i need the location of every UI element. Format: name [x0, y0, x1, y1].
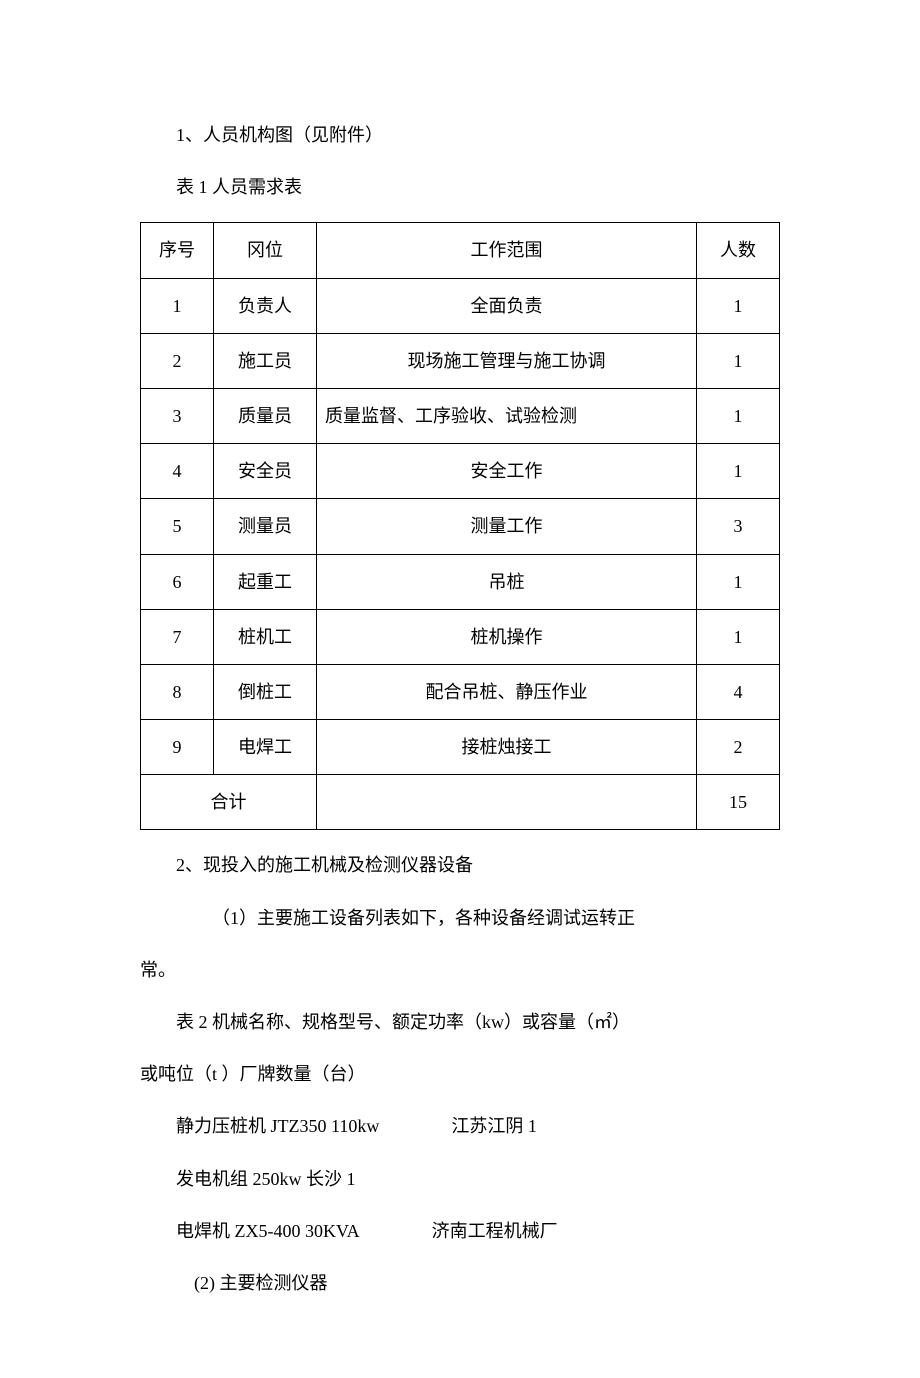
- cell-scope: 桩机操作: [317, 609, 697, 664]
- col-pos-header: 冈位: [214, 223, 317, 278]
- cell-seq: 2: [141, 333, 214, 388]
- cell-seq: 9: [141, 720, 214, 775]
- cell-count: 4: [697, 664, 780, 719]
- table-row: 4 安全员 安全工作 1: [141, 444, 780, 499]
- table-total-row: 合计 15: [141, 775, 780, 830]
- equipment-line: 静力压桩机 JTZ350 110kw 江苏江阴 1: [140, 1109, 780, 1143]
- cell-seq: 4: [141, 444, 214, 499]
- document-page: 1、人员机构图（见附件） 表 1 人员需求表 序号 冈位 工作范围 人数 1 负…: [0, 0, 920, 1378]
- cell-scope: 安全工作: [317, 444, 697, 499]
- table-row: 2 施工员 现场施工管理与施工协调 1: [141, 333, 780, 388]
- cell-pos: 桩机工: [214, 609, 317, 664]
- cell-count: 2: [697, 720, 780, 775]
- table2-caption-a: 表 2 机械名称、规格型号、额定功率（kw）或容量（㎡）: [140, 1005, 780, 1039]
- table-header-row: 序号 冈位 工作范围 人数: [141, 223, 780, 278]
- cell-count: 1: [697, 444, 780, 499]
- cell-pos: 起重工: [214, 554, 317, 609]
- col-seq-header: 序号: [141, 223, 214, 278]
- cell-scope: 吊桩: [317, 554, 697, 609]
- cell-count: 1: [697, 333, 780, 388]
- cell-count: 3: [697, 499, 780, 554]
- cell-seq: 5: [141, 499, 214, 554]
- total-value: 15: [697, 775, 780, 830]
- cell-pos: 电焊工: [214, 720, 317, 775]
- table-row: 9 电焊工 接桩烛接工 2: [141, 720, 780, 775]
- cell-seq: 7: [141, 609, 214, 664]
- table-row: 3 质量员 质量监督、工序验收、试验检测 1: [141, 388, 780, 443]
- cell-scope: 接桩烛接工: [317, 720, 697, 775]
- cell-pos: 施工员: [214, 333, 317, 388]
- cell-scope: 测量工作: [317, 499, 697, 554]
- table2-caption-b: 或吨位（t ）厂牌数量（台）: [140, 1057, 780, 1091]
- section2-sub2: (2) 主要检测仪器: [140, 1266, 780, 1300]
- total-empty: [317, 775, 697, 830]
- section2-sub1: （1）主要施工设备列表如下，各种设备经调试运转正: [140, 901, 780, 935]
- equipment-line: 发电机组 250kw 长沙 1: [140, 1162, 780, 1196]
- cell-seq: 1: [141, 278, 214, 333]
- cell-pos: 倒桩工: [214, 664, 317, 719]
- cell-pos: 负责人: [214, 278, 317, 333]
- total-label: 合计: [141, 775, 317, 830]
- section2-sub1-cont: 常。: [140, 953, 780, 987]
- col-count-header: 人数: [697, 223, 780, 278]
- cell-scope: 配合吊桩、静压作业: [317, 664, 697, 719]
- cell-pos: 测量员: [214, 499, 317, 554]
- cell-count: 1: [697, 554, 780, 609]
- cell-pos: 安全员: [214, 444, 317, 499]
- section1-heading: 1、人员机构图（见附件）: [140, 118, 780, 152]
- cell-scope: 质量监督、工序验收、试验检测: [317, 388, 697, 443]
- cell-count: 1: [697, 388, 780, 443]
- cell-seq: 8: [141, 664, 214, 719]
- cell-pos: 质量员: [214, 388, 317, 443]
- cell-scope: 现场施工管理与施工协调: [317, 333, 697, 388]
- cell-count: 1: [697, 609, 780, 664]
- cell-scope: 全面负责: [317, 278, 697, 333]
- personnel-table: 序号 冈位 工作范围 人数 1 负责人 全面负责 1 2 施工员 现场施工管理与…: [140, 222, 780, 830]
- cell-seq: 3: [141, 388, 214, 443]
- equipment-line: 电焊机 ZX5-400 30KVA 济南工程机械厂: [140, 1214, 780, 1248]
- table-row: 7 桩机工 桩机操作 1: [141, 609, 780, 664]
- col-scope-header: 工作范围: [317, 223, 697, 278]
- cell-seq: 6: [141, 554, 214, 609]
- section2-heading: 2、现投入的施工机械及检测仪器设备: [140, 848, 780, 882]
- table-row: 5 测量员 测量工作 3: [141, 499, 780, 554]
- table-row: 1 负责人 全面负责 1: [141, 278, 780, 333]
- table-row: 6 起重工 吊桩 1: [141, 554, 780, 609]
- table1-caption: 表 1 人员需求表: [140, 170, 780, 204]
- table-row: 8 倒桩工 配合吊桩、静压作业 4: [141, 664, 780, 719]
- cell-count: 1: [697, 278, 780, 333]
